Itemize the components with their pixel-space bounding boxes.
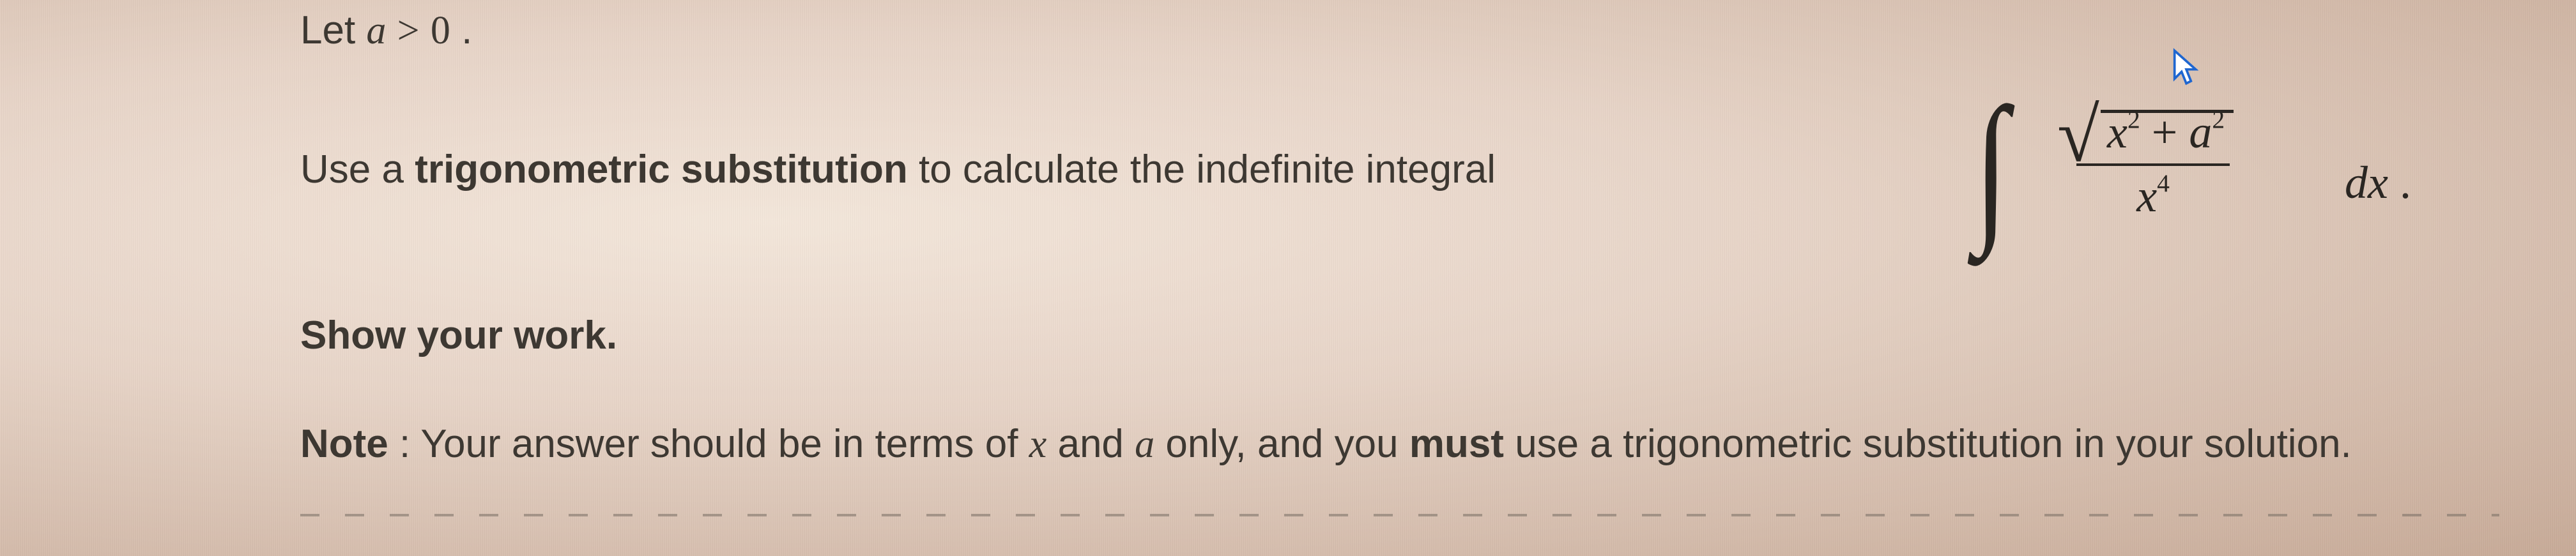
fraction-bar — [2076, 163, 2230, 166]
den-x: x — [2136, 170, 2157, 222]
line-show-work: Show your work. — [300, 313, 617, 358]
text-to-calc: to calculate the indefinite integral — [919, 147, 1496, 192]
dx: dx . — [2345, 156, 2411, 209]
denominator: x4 — [2076, 172, 2230, 221]
line-note: Note : Your answer should be in terms of… — [300, 421, 2352, 467]
num-x: x — [2107, 107, 2128, 158]
var-a: a — [366, 9, 386, 52]
sym-gt: > — [397, 9, 420, 52]
period-1: . — [461, 8, 472, 52]
dx-text: dx — [2345, 157, 2388, 208]
period-2: . — [2400, 157, 2411, 208]
integral-sign: ∫ — [1974, 83, 2008, 249]
text-note-colon: : Your answer should be in terms of — [399, 422, 1029, 466]
text-trig-sub: trigonometric substitution — [415, 147, 908, 192]
sqrt-sign: √ — [2057, 97, 2099, 174]
num-plus: + — [2140, 107, 2189, 158]
var-x: x — [1029, 423, 1047, 466]
text-note: Note — [300, 422, 388, 466]
answer-box-top-edge — [300, 514, 2499, 516]
numerator: √ x2 + a2 — [2076, 109, 2230, 157]
problem-region: Let a > 0 . Use a trigonometric substitu… — [300, 0, 2499, 556]
text-tail: use a trigonometric substitution in your… — [1515, 422, 2352, 466]
text-use-a: Use a — [300, 147, 415, 192]
fraction: √ x2 + a2 x4 — [2076, 109, 2230, 220]
den-x-exp: 4 — [2157, 169, 2170, 197]
line-use-sub: Use a trigonometric substitution to calc… — [300, 147, 1496, 192]
num-x-exp: 2 — [2128, 105, 2140, 133]
num-zero: 0 — [431, 9, 450, 52]
text-let: Let — [300, 8, 366, 52]
var-a2: a — [1135, 423, 1154, 466]
text-must: must — [1409, 422, 1504, 466]
text-show-work: Show your work. — [300, 313, 617, 357]
sqrt-wrap: √ x2 + a2 — [2076, 109, 2230, 157]
num-a: a — [2189, 107, 2212, 158]
num-a-exp: 2 — [2212, 105, 2225, 133]
integral-expression: ∫ √ x2 + a2 x4 dx . — [1974, 89, 2485, 255]
line-let: Let a > 0 . — [300, 8, 472, 54]
sqrt-body: x2 + a2 — [2102, 107, 2230, 158]
text-only-and-you: only, and you — [1165, 422, 1409, 466]
text-and: and — [1057, 422, 1135, 466]
